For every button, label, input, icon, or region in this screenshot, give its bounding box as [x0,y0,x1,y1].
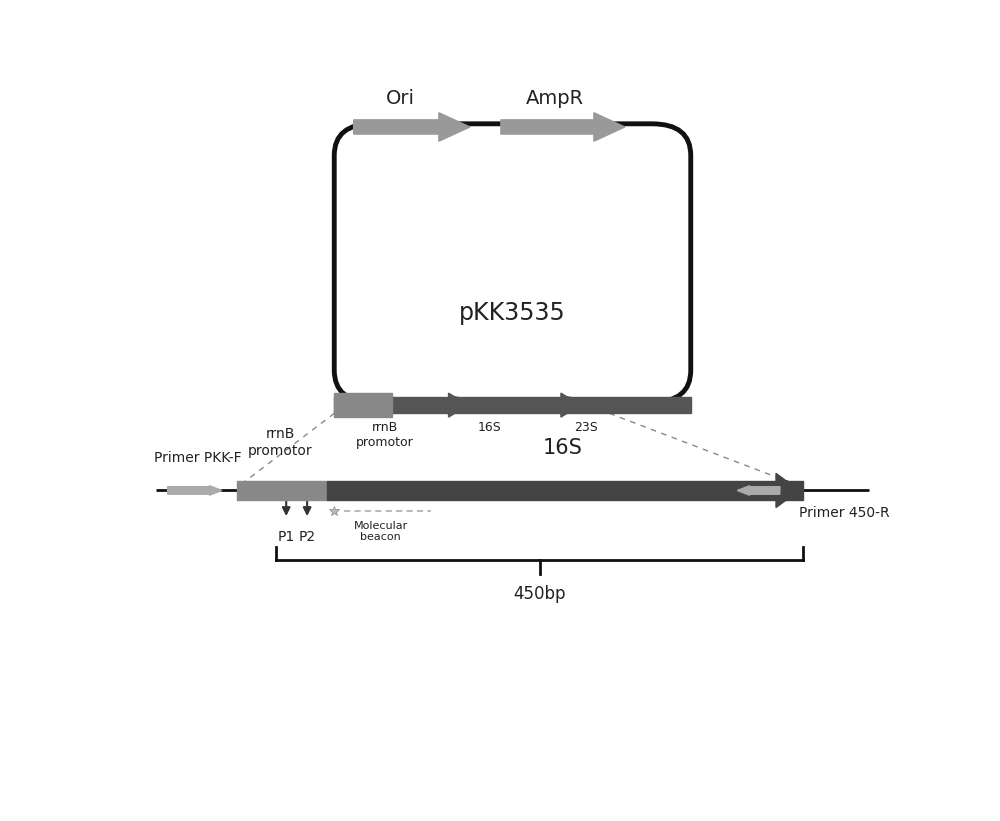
Text: AmpR: AmpR [526,89,584,108]
FancyArrow shape [354,112,470,141]
Bar [237,481,326,500]
Text: rrnB
promotor: rrnB promotor [356,421,414,449]
Text: Primer PKK-F: Primer PKK-F [154,452,242,466]
FancyArrow shape [776,474,799,507]
FancyArrow shape [168,486,222,495]
Text: Molecular
beacon: Molecular beacon [354,521,408,543]
Text: P2: P2 [299,530,316,544]
Text: Dabcyl: Dabcyl [433,488,467,498]
FancyArrow shape [501,112,625,141]
Bar [334,393,392,417]
Text: 16S: 16S [543,438,583,457]
Text: pKK3535: pKK3535 [459,301,566,325]
Text: 16S: 16S [477,421,501,434]
Text: Primer 450-R: Primer 450-R [799,507,890,521]
FancyArrow shape [737,486,780,495]
Bar [326,481,803,500]
Text: 23S: 23S [574,421,598,434]
Text: FAM: FAM [333,488,353,498]
FancyArrow shape [449,393,468,417]
Text: P1: P1 [278,530,295,544]
Bar [334,397,691,413]
Text: Ori: Ori [386,89,415,108]
Text: 450bp: 450bp [513,585,566,603]
Text: rrnB
promotor: rrnB promotor [248,428,312,457]
FancyArrow shape [561,393,580,417]
